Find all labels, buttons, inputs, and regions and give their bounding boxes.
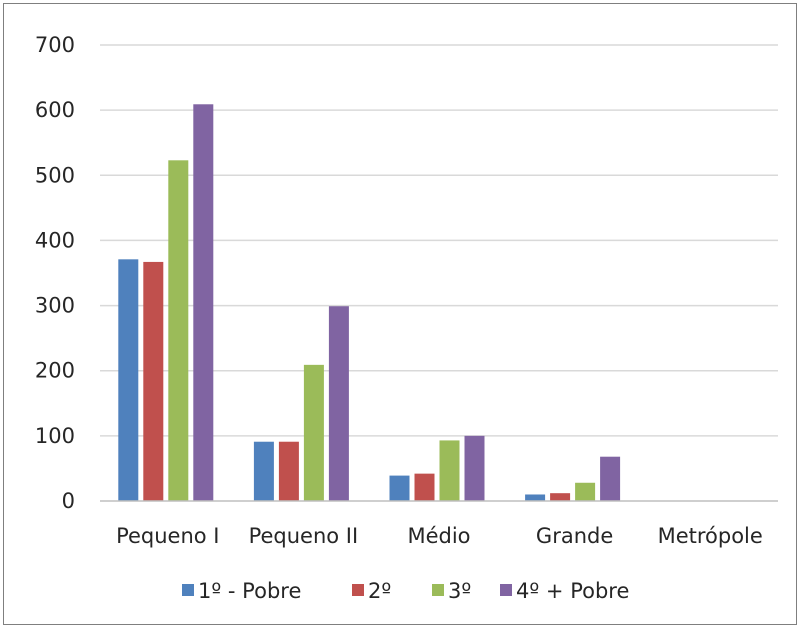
bar: [600, 456, 621, 501]
x-tick-label: Pequeno I: [116, 524, 219, 548]
bar: [193, 104, 214, 501]
bar: [550, 493, 571, 501]
legend-swatch: [352, 584, 364, 596]
bar: [439, 440, 460, 501]
x-tick-label: Metrópole: [658, 524, 763, 548]
legend-label: 3º: [448, 579, 471, 603]
y-axis-tick-labels: 0 100 200 300 400 500 600 700: [35, 33, 75, 513]
legend-swatch: [182, 584, 194, 596]
bar: [389, 475, 410, 501]
legend-swatch: [500, 584, 512, 596]
bar: [143, 261, 164, 501]
bar: [278, 441, 299, 501]
bar: [575, 482, 596, 501]
y-tick-label: 200: [35, 359, 75, 383]
bars: [118, 104, 621, 501]
x-tick-label: Médio: [407, 524, 470, 548]
legend-swatch: [432, 584, 444, 596]
bar: [118, 259, 139, 501]
y-tick-label: 400: [35, 228, 75, 252]
bar: [253, 441, 274, 501]
y-tick-label: 300: [35, 294, 75, 318]
bar: [303, 364, 324, 501]
y-tick-label: 500: [35, 163, 75, 187]
legend-label: 2º: [368, 579, 391, 603]
bar: [525, 494, 546, 501]
x-tick-label: Grande: [536, 524, 613, 548]
x-tick-label: Pequeno II: [249, 524, 359, 548]
legend: 1º - Pobre 2º 3º 4º + Pobre: [182, 579, 629, 603]
legend-label: 4º + Pobre: [516, 579, 629, 603]
bar: [414, 473, 435, 501]
legend-label: 1º - Pobre: [198, 579, 301, 603]
bar: [328, 306, 349, 501]
bar: [464, 435, 485, 501]
y-tick-label: 0: [62, 489, 75, 513]
bar: [168, 160, 189, 501]
y-tick-label: 700: [35, 33, 75, 57]
y-tick-label: 600: [35, 98, 75, 122]
y-tick-label: 100: [35, 424, 75, 448]
x-axis-tick-labels: Pequeno I Pequeno II Médio Grande Metrópole: [116, 524, 763, 548]
